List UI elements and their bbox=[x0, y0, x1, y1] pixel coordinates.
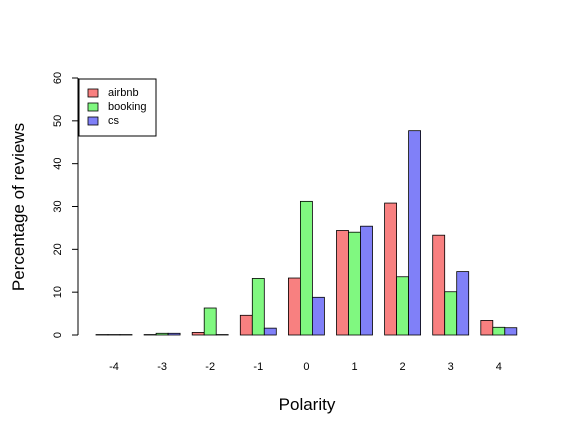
bar-cs-0 bbox=[311, 296, 325, 336]
x-tick-label--4: -4 bbox=[109, 361, 119, 373]
y-tick-label-40: 40 bbox=[52, 158, 64, 170]
legend-label-airbnb: airbnb bbox=[108, 87, 139, 99]
x-tick-label-0: 0 bbox=[303, 361, 309, 373]
y-tick-label-0: 0 bbox=[52, 332, 64, 338]
bar-airbnb--1 bbox=[239, 314, 253, 336]
bar-cs-2 bbox=[408, 130, 422, 336]
bar-booking-4 bbox=[492, 326, 506, 336]
y-tick-label-20: 20 bbox=[52, 243, 64, 255]
y-axis: 0 10 20 30 40 50 60 bbox=[52, 72, 79, 338]
y-tick-label-30: 30 bbox=[52, 200, 64, 212]
legend-swatch-cs bbox=[87, 116, 99, 126]
x-axis: -4 -3 -2 -1 0 1 2 3 4 bbox=[109, 361, 502, 373]
legend-swatch-booking bbox=[87, 102, 99, 112]
bar-airbnb--2 bbox=[191, 332, 205, 336]
bar-airbnb-2 bbox=[384, 202, 398, 336]
bar-airbnb-4 bbox=[480, 320, 494, 336]
bar-cs-4 bbox=[504, 327, 518, 336]
bar-airbnb-0 bbox=[287, 277, 301, 336]
bar-cs-3 bbox=[456, 271, 470, 336]
legend-label-cs: cs bbox=[108, 115, 120, 127]
x-tick-label-4: 4 bbox=[496, 361, 502, 373]
bar-booking--1 bbox=[251, 278, 265, 336]
x-tick-label--3: -3 bbox=[157, 361, 167, 373]
y-tick-label-60: 60 bbox=[52, 72, 64, 84]
x-tick-label--2: -2 bbox=[205, 361, 215, 373]
bar-booking-2 bbox=[396, 276, 410, 336]
x-tick-label-2: 2 bbox=[400, 361, 406, 373]
legend-swatch-airbnb bbox=[87, 88, 99, 98]
x-axis-title: Polarity bbox=[279, 395, 336, 414]
bar-booking--3 bbox=[155, 332, 169, 336]
bar-booking-0 bbox=[299, 200, 313, 336]
bar-airbnb-3 bbox=[432, 234, 446, 336]
bar-booking-1 bbox=[348, 231, 361, 336]
bars-group bbox=[95, 130, 518, 336]
bar-booking--2 bbox=[203, 307, 217, 336]
bar-cs--1 bbox=[263, 327, 277, 336]
x-tick-label-3: 3 bbox=[448, 361, 454, 373]
bar-cs--3 bbox=[167, 332, 181, 336]
bar-booking-3 bbox=[444, 291, 458, 336]
y-tick-label-10: 10 bbox=[52, 286, 64, 298]
legend: airbnb booking cs bbox=[78, 78, 157, 137]
bar-cs-1 bbox=[360, 225, 373, 336]
x-tick-label--1: -1 bbox=[253, 361, 263, 373]
y-tick-label-50: 50 bbox=[52, 115, 64, 127]
legend-label-booking: booking bbox=[108, 101, 147, 113]
y-axis-title: Percentage of reviews bbox=[9, 123, 28, 291]
bar-airbnb-1 bbox=[336, 230, 349, 336]
x-tick-label-1: 1 bbox=[351, 361, 357, 373]
